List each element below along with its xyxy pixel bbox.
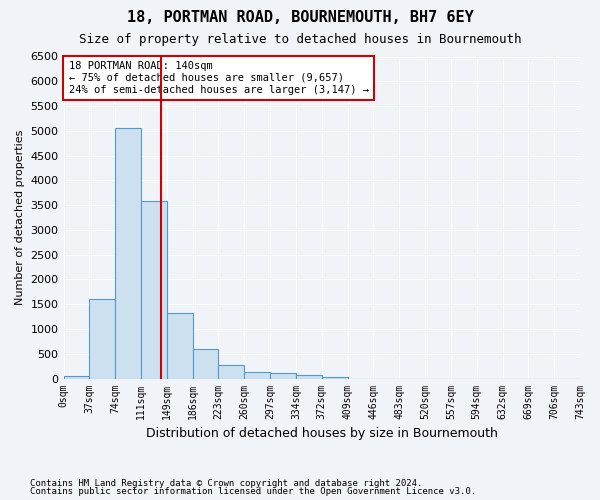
Bar [64,376,89,378]
Bar [296,375,322,378]
Bar [218,365,244,378]
Text: 18 PORTMAN ROAD: 140sqm
← 75% of detached houses are smaller (9,657)
24% of semi: 18 PORTMAN ROAD: 140sqm ← 75% of detache… [69,62,369,94]
Bar [115,128,141,378]
Text: Size of property relative to detached houses in Bournemouth: Size of property relative to detached ho… [79,32,521,46]
Text: Contains HM Land Registry data © Crown copyright and database right 2024.: Contains HM Land Registry data © Crown c… [30,478,422,488]
Text: Contains public sector information licensed under the Open Government Licence v3: Contains public sector information licen… [30,487,476,496]
Y-axis label: Number of detached properties: Number of detached properties [15,130,25,305]
Bar [322,377,347,378]
Text: 18, PORTMAN ROAD, BOURNEMOUTH, BH7 6EY: 18, PORTMAN ROAD, BOURNEMOUTH, BH7 6EY [127,10,473,25]
Bar [167,313,193,378]
Bar [141,201,167,378]
Bar [193,349,218,378]
X-axis label: Distribution of detached houses by size in Bournemouth: Distribution of detached houses by size … [146,427,498,440]
Bar [270,373,296,378]
Bar [244,372,270,378]
Bar [89,300,115,378]
